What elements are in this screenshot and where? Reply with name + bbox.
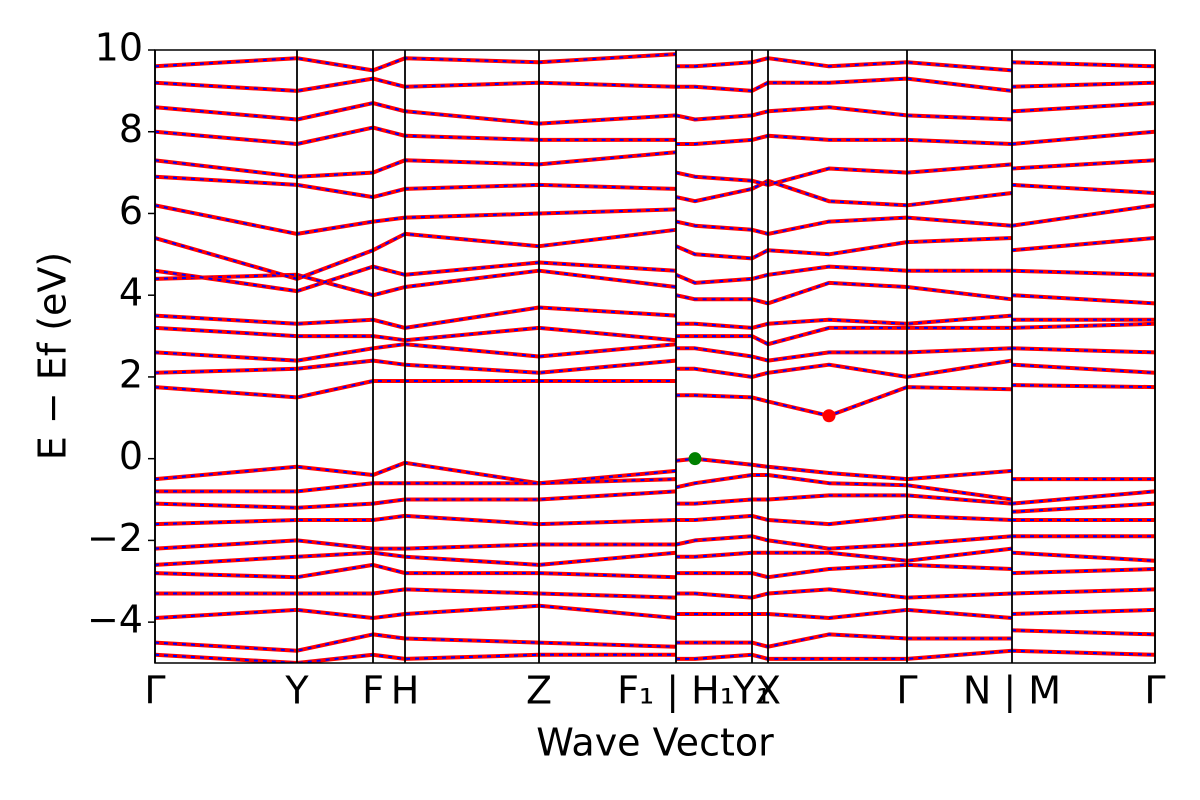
x-tick-label: X	[755, 669, 781, 713]
band-line-dashed	[155, 261, 1155, 293]
x-tick-label: F₁ | H₁	[617, 669, 735, 714]
y-tick-label: 4	[119, 271, 143, 315]
x-tick-label: Y₁	[732, 669, 771, 713]
y-tick-label: 8	[119, 107, 143, 151]
y-tick-label: 10	[95, 26, 143, 70]
extremum-point	[688, 452, 702, 466]
y-axis-label: E − Ef (eV)	[31, 252, 75, 461]
x-tick-label: Y	[284, 669, 309, 713]
x-tick-label: Z	[526, 669, 552, 713]
y-tick-label: 2	[119, 352, 143, 396]
x-tick-label: Γ	[896, 669, 917, 713]
x-tick-label: F	[362, 669, 384, 713]
y-tick-label: 0	[119, 434, 143, 478]
x-axis-label: Wave Vector	[536, 721, 774, 765]
band-line-dashed	[155, 175, 1155, 207]
x-tick-label: N | M	[963, 669, 1061, 714]
y-tick-label: 6	[119, 189, 143, 233]
extremum-point	[822, 409, 836, 423]
band-line-dashed	[155, 77, 1155, 92]
y-tick-label: −4	[87, 598, 143, 642]
x-tick-label: Γ	[1144, 669, 1165, 713]
x-tick-label: Γ	[144, 669, 165, 713]
x-tick-label: H	[391, 669, 420, 713]
bands	[155, 52, 1155, 663]
y-tick-label: −2	[87, 516, 143, 560]
